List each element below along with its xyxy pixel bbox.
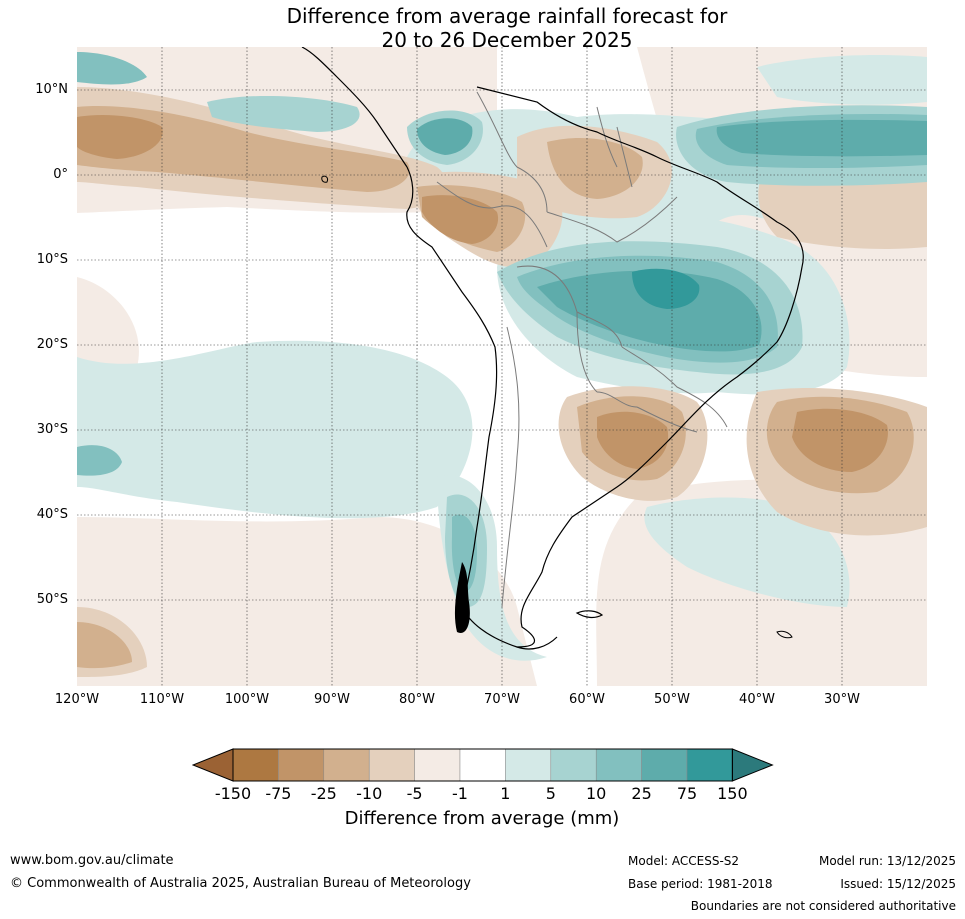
colorbar-tick-label: 25	[631, 784, 652, 803]
colorbar-label: Difference from average (mm)	[344, 808, 620, 829]
colorbar-swatch	[368, 748, 415, 782]
base-period: Base period: 1981-2018	[628, 877, 773, 891]
website-link[interactable]: www.bom.gov.au/climate	[10, 853, 174, 868]
south-america-coast	[406, 86, 804, 648]
lon-label-110w: 110°W	[139, 692, 185, 707]
colorbar-tick-label: -75	[265, 784, 292, 803]
colorbar-extend-low	[191, 748, 234, 782]
copyright-notice: © Commonwealth of Australia 2025, Austra…	[10, 876, 471, 891]
wet-anomaly-southern-chile	[77, 445, 487, 607]
wet-anomaly-tropical-atlantic	[676, 105, 927, 186]
coastline	[301, 47, 804, 650]
wet-anomaly-brazil	[497, 241, 803, 375]
country-borders	[436, 91, 728, 608]
lat-label-10n: 10°N	[35, 82, 68, 97]
colorbar-tick-label: 150	[717, 784, 748, 803]
lat-label-10s: 10°S	[36, 252, 68, 267]
colorbar-swatch	[459, 748, 506, 782]
colorbar-tick-label: 5	[545, 784, 556, 803]
lon-label-50w: 50°W	[654, 692, 690, 707]
tierra-del-fuego	[516, 636, 558, 650]
colorbar-tick-label: 10	[586, 784, 607, 803]
lon-label-60w: 60°W	[569, 692, 605, 707]
lat-label-30s: 30°S	[36, 422, 68, 437]
lat-label-0: 0°	[53, 167, 68, 182]
boundaries-disclaimer: Boundaries are not considered authoritat…	[690, 899, 956, 913]
colorbar-tick-label: -1	[452, 784, 468, 803]
lon-label-90w: 90°W	[314, 692, 350, 707]
colorbar-swatch	[641, 748, 688, 782]
colorbar	[191, 748, 774, 786]
colorbar-swatch	[232, 748, 279, 782]
colorbar-swatch	[414, 748, 461, 782]
colorbar-tick-label: -10	[356, 784, 383, 803]
islands	[321, 175, 793, 639]
lat-label-40s: 40°S	[36, 507, 68, 522]
colorbar-swatch	[550, 748, 597, 782]
model-name: Model: ACCESS-S2	[628, 854, 740, 868]
chart-title: Difference from average rainfall forecas…	[0, 4, 965, 52]
colorbar-swatch	[595, 748, 642, 782]
falkland-islands	[575, 610, 604, 619]
lon-label-80w: 80°W	[399, 692, 435, 707]
colorbar-swatch	[278, 748, 325, 782]
colorbar-tick-label: -150	[214, 784, 252, 803]
rainfall-anomaly-map	[77, 47, 927, 686]
issued-date: Issued: 15/12/2025	[840, 877, 956, 891]
wet-anomaly-panama	[77, 52, 483, 165]
lon-label-40w: 40°W	[739, 692, 775, 707]
lat-label-50s: 50°S	[36, 592, 68, 607]
colorbar-tick-label: 1	[500, 784, 511, 803]
graticule	[77, 47, 927, 686]
central-america-coast	[301, 47, 408, 168]
colorbar-swatch	[686, 748, 733, 782]
lon-label-30w: 30°W	[824, 692, 860, 707]
chile-fjords	[454, 562, 470, 633]
colorbar-swatch	[505, 748, 552, 782]
model-run-date: Model run: 13/12/2025	[818, 854, 956, 868]
colorbar-swatch	[323, 748, 370, 782]
colorbar-tick-label: 75	[676, 784, 698, 803]
strongest-dry-cores	[77, 115, 888, 472]
lon-label-70w: 70°W	[484, 692, 520, 707]
lon-label-120w: 120°W	[54, 692, 100, 707]
colorbar-tick-label: -5	[406, 784, 423, 803]
colorbar-extend-high	[731, 748, 774, 782]
lon-label-100w: 100°W	[224, 692, 270, 707]
colorbar-frame	[232, 748, 733, 782]
title-line-1: Difference from average rainfall forecas…	[286, 4, 728, 28]
colorbar-tick-label: -25	[310, 784, 337, 803]
lat-label-20s: 20°S	[36, 337, 68, 352]
